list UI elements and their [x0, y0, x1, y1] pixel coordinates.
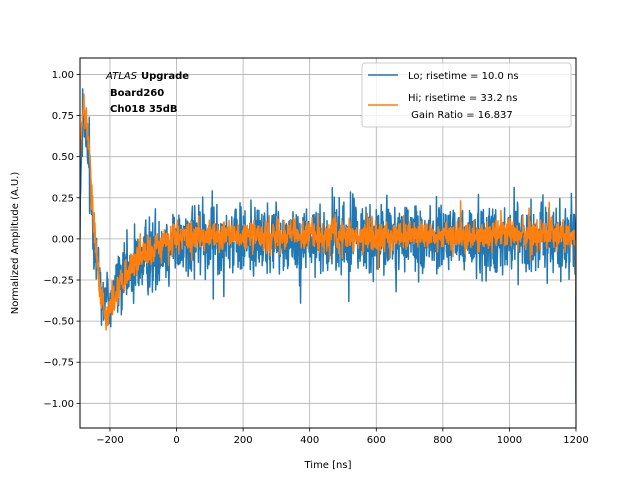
x-tick-label: −200 — [96, 435, 123, 446]
x-axis-title: Time [ns] — [303, 460, 351, 471]
y-tick-label: −0.75 — [43, 358, 74, 369]
x-tick-label: 1200 — [563, 435, 588, 446]
x-tick-label: 800 — [433, 435, 452, 446]
y-tick-label: −0.50 — [43, 317, 74, 328]
ticks: −200 0 200 400 600 800 1000 1200 −1.00 −0.75 −0.50… — [43, 70, 588, 446]
legend-gain-ratio: Gain Ratio = 16.837 — [408, 110, 513, 121]
legend-label-lo: Lo; risetime = 10.0 ns — [408, 71, 519, 82]
x-tick-label: 400 — [300, 435, 319, 446]
y-tick-label: −1.00 — [43, 399, 74, 410]
y-tick-label: 1.00 — [52, 70, 74, 81]
y-tick-label: −0.25 — [43, 276, 74, 287]
annotation-atlas: ATLAS — [105, 71, 138, 82]
legend: Lo; risetime = 10.0 ns Hi; risetime = 33… — [361, 62, 572, 128]
y-tick-label: 0.75 — [52, 111, 74, 122]
legend-box — [361, 62, 572, 128]
series-layer — [80, 88, 576, 404]
plot-frame — [79, 57, 577, 429]
x-tick-label: 1000 — [497, 435, 522, 446]
annotation-board: Board260 — [110, 88, 164, 99]
x-tick-label: 0 — [173, 435, 179, 446]
series-hi-line — [80, 93, 576, 331]
annotation-channel: Ch018 35dB — [110, 104, 178, 115]
annotation-upgrade: Upgrade — [141, 71, 189, 82]
legend-label-hi: Hi; risetime = 33.2 ns — [408, 93, 517, 104]
annotation: ATLAS Upgrade Board260 Ch018 35dB — [105, 71, 189, 115]
y-tick-label: 0.25 — [52, 193, 74, 204]
y-axis-title: Normalized Amplitude (A.U.) — [10, 172, 21, 315]
x-tick-label: 200 — [234, 435, 253, 446]
y-tick-label: 0.00 — [52, 234, 74, 245]
y-tick-label: 0.50 — [52, 152, 74, 163]
x-tick-label: 600 — [367, 435, 386, 446]
